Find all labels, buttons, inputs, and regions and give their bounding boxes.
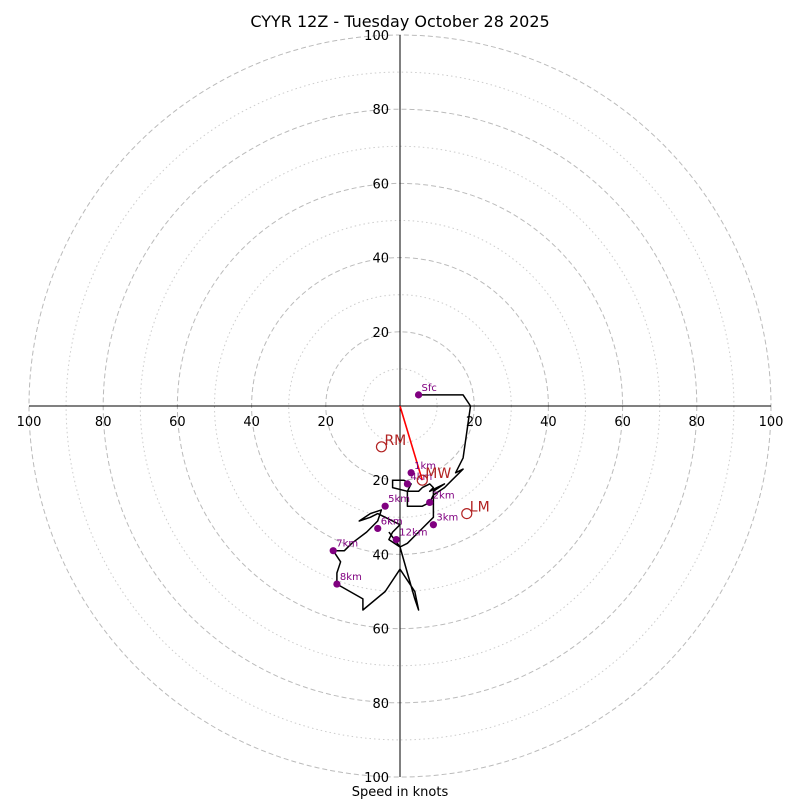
shear-vector-layer: [399, 405, 424, 481]
level-point-3km: [429, 521, 437, 529]
storm-motion-marker-LM: [461, 507, 473, 520]
tick-label-right-80: 80: [689, 415, 706, 430]
tick-label-bottom-20: 20: [372, 474, 389, 489]
storm-motion-MW: MW: [416, 466, 451, 486]
tick-label-right-20: 20: [466, 415, 483, 430]
tick-label-top-80: 80: [372, 103, 389, 118]
level-point-2km: [426, 498, 434, 507]
level-point-12km: [392, 535, 400, 544]
chart-title: CYYR 12Z - Tuesday October 28 2025: [250, 12, 549, 31]
tick-label-top-40: 40: [372, 252, 389, 267]
level-point-8km: [333, 580, 341, 588]
level-marker-1km: 1km: [407, 461, 436, 477]
level-label-8km: 8km: [340, 572, 362, 583]
level-point-4km: [403, 480, 412, 488]
level-point-Sfc: [414, 391, 423, 399]
level-marker-3km: 3km: [429, 513, 458, 529]
level-marker-8km: 8km: [333, 572, 362, 588]
level-label-Sfc: Sfc: [422, 383, 437, 394]
level-point-6km: [374, 524, 382, 533]
storm-motion-label-MW: MW: [425, 466, 451, 482]
level-point-5km: [381, 502, 389, 510]
tick-label-right-60: 60: [614, 415, 631, 430]
storm-motion-label-LM: LM: [470, 500, 490, 516]
level-label-4km: 4km: [410, 472, 432, 483]
storm-motion-LM: LM: [461, 500, 490, 520]
level-label-6km: 6km: [381, 516, 403, 527]
level-marker-Sfc: Sfc: [414, 383, 437, 399]
tick-label-left-80: 80: [95, 415, 112, 430]
level-marker-5km: 5km: [381, 494, 410, 510]
level-marker-4km: 4km: [403, 472, 432, 488]
tick-label-right-100: 100: [759, 415, 784, 430]
storm-motion-marker-RM: [375, 441, 388, 453]
level-label-1km: 1km: [414, 461, 436, 472]
storm-motion-RM: RM: [375, 433, 406, 453]
level-point-7km: [329, 547, 337, 555]
tick-label-top-20: 20: [372, 326, 389, 341]
level-label-5km: 5km: [388, 494, 410, 505]
storm-motion-label-RM: RM: [384, 433, 406, 449]
level-marker-7km: 7km: [329, 539, 358, 555]
tick-label-bottom-60: 60: [372, 623, 389, 638]
tick-label-left-40: 40: [243, 415, 260, 430]
tick-labels: 100 100 100 100 80 80 80 80 60 60 60 60 40 40 40 40 20 20…: [17, 29, 784, 786]
tick-label-left-60: 60: [169, 415, 186, 430]
tick-label-bottom-40: 40: [372, 548, 389, 563]
tick-label-bottom-80: 80: [372, 697, 389, 712]
tick-label-left-100: 100: [17, 415, 42, 430]
level-marker-12km: 12km: [392, 528, 428, 544]
storm-motion-layer: RM LM MW: [375, 433, 490, 520]
x-axis-label: Speed in knots: [352, 785, 449, 800]
level-marker-2km: 2km: [426, 490, 455, 507]
shear-vector: [399, 405, 424, 481]
tick-label-top-100: 100: [364, 29, 389, 44]
level-label-3km: 3km: [436, 513, 458, 524]
tick-label-bottom-100: 100: [364, 771, 389, 786]
tick-label-top-60: 60: [372, 177, 389, 192]
level-label-7km: 7km: [336, 539, 358, 550]
tick-label-right-40: 40: [540, 415, 557, 430]
tick-label-left-20: 20: [318, 415, 335, 430]
level-label-12km: 12km: [399, 528, 427, 539]
level-marker-6km: 6km: [374, 516, 403, 533]
level-label-2km: 2km: [433, 490, 455, 501]
storm-motion-marker-MW: [416, 474, 428, 486]
level-point-1km: [407, 469, 415, 477]
